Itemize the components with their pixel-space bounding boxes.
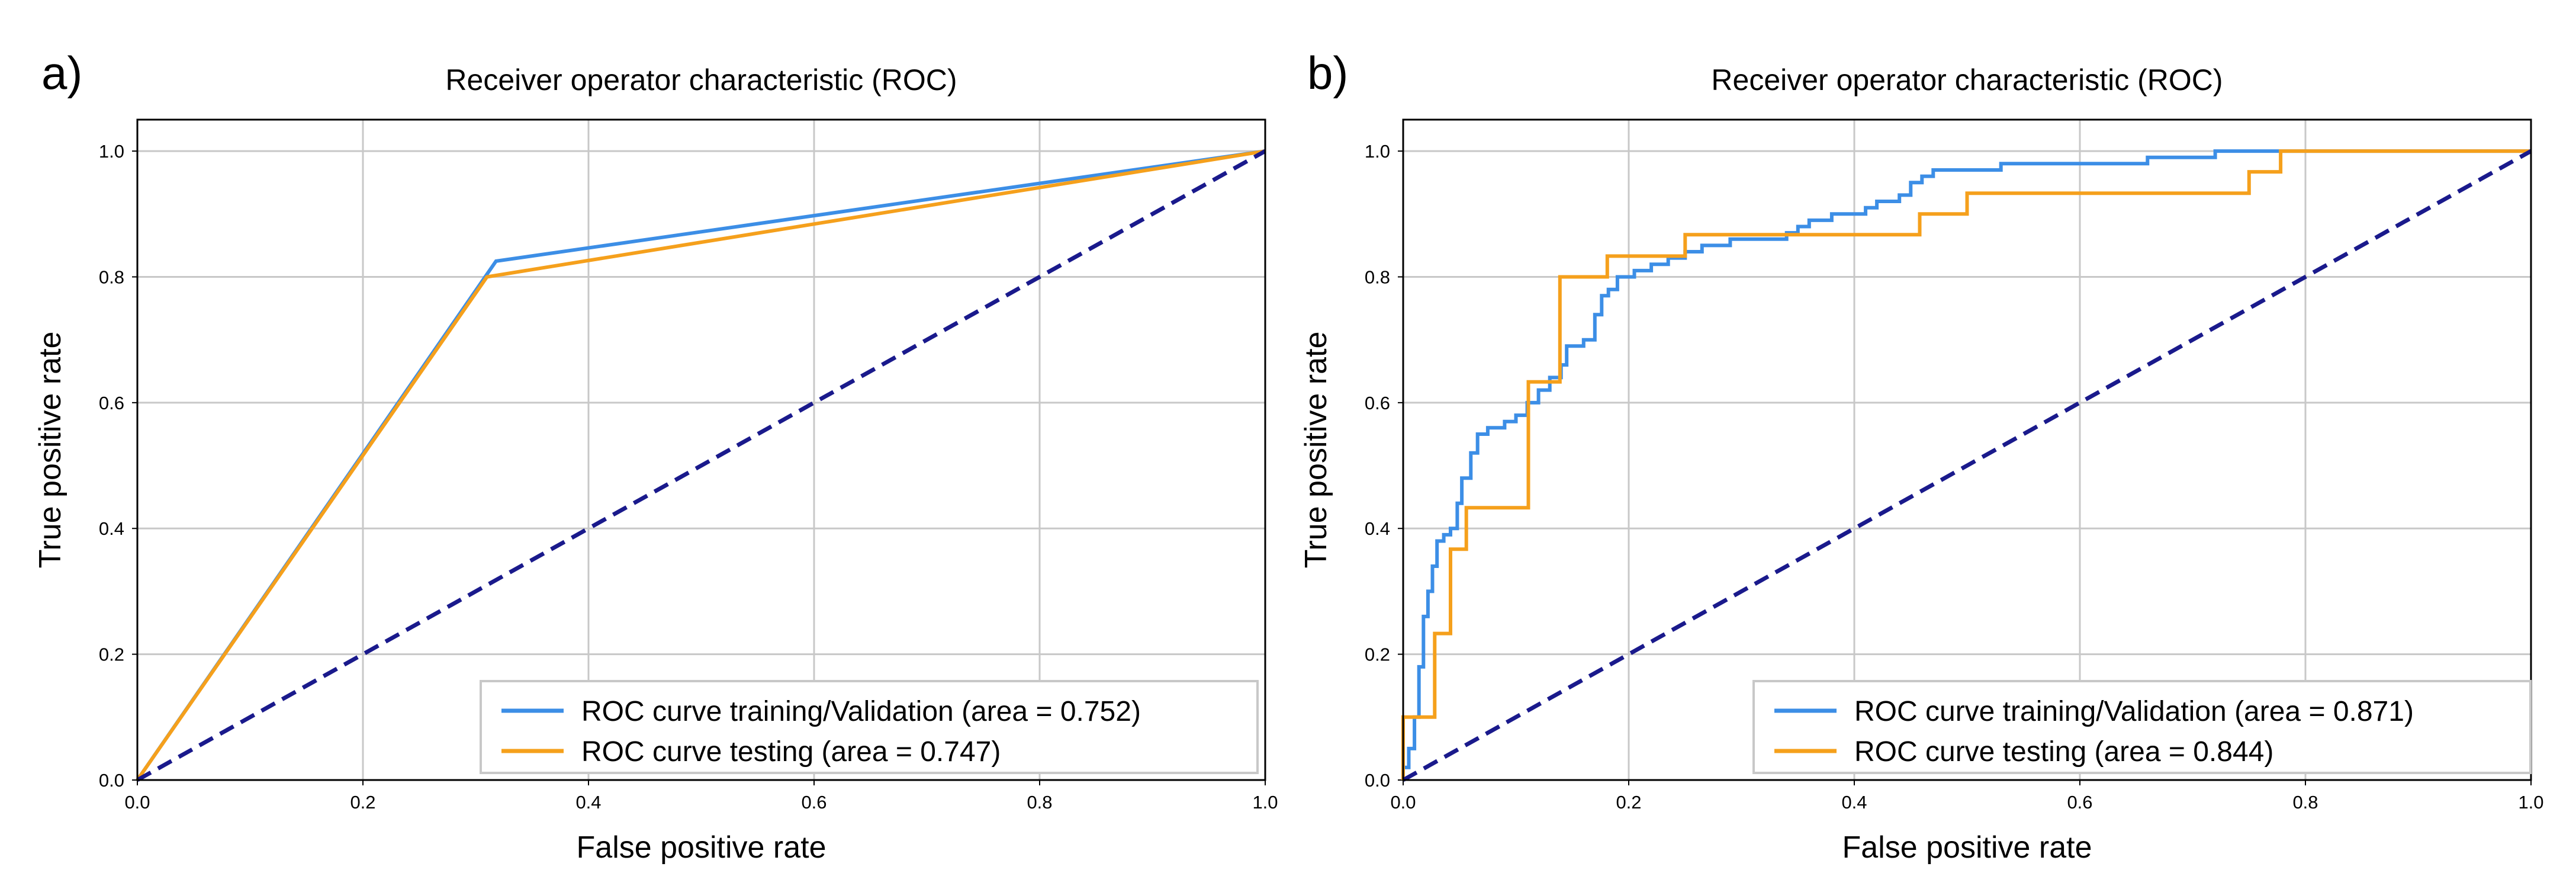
legend-box: [480, 680, 1259, 774]
x-tick-label: 1.0: [2518, 792, 2543, 813]
roc-curve-testing: [1401, 149, 2531, 780]
y-tick-label: 1.0: [1365, 141, 1390, 162]
y-tick-label: 0.2: [1365, 644, 1390, 665]
y-tick-label: 0.2: [99, 644, 124, 665]
x-tick-label: 0.4: [1841, 792, 1867, 813]
y-axis-label: True positive rate: [1299, 332, 1333, 569]
legend-entry-label: ROC curve testing (area = 0.844): [1854, 736, 2273, 768]
plot-frame: [136, 118, 1266, 781]
y-tick-label: 0.8: [1365, 267, 1390, 287]
x-tick-label: 0.4: [575, 792, 601, 813]
y-tick-label: 0.0: [1365, 770, 1390, 791]
x-tick-label: 0.8: [2292, 792, 2318, 813]
legend: ROC curve training/Validation (area = 0.…: [1752, 680, 2532, 774]
roc-curve-testing: [136, 149, 1266, 781]
y-tick-label: 0.4: [99, 518, 124, 539]
legend-box: [1752, 680, 2532, 774]
plot-frame: [1402, 118, 2532, 781]
x-tick-label: 0.6: [2067, 792, 2092, 813]
legend-entry-label: ROC curve training/Validation (area = 0.…: [581, 696, 1141, 727]
x-axis-label: False positive rate: [577, 830, 826, 865]
series-group: [1401, 149, 2532, 782]
chart-title: Receiver operator characteristic (ROC): [445, 63, 957, 97]
y-tick-label: 0.4: [1365, 518, 1390, 539]
y-tick-label: 0.0: [99, 770, 124, 791]
series-group: [136, 149, 1266, 782]
plot-area: [1403, 120, 2531, 780]
legend: ROC curve training/Validation (area = 0.…: [480, 680, 1259, 774]
x-axis-label: False positive rate: [1842, 830, 2092, 865]
legend-entry-label: ROC curve testing (area = 0.747): [581, 736, 1001, 768]
x-tick-label: 0.2: [350, 792, 375, 813]
panel-label: a): [41, 47, 82, 99]
x-tick-label: 0.0: [124, 792, 150, 813]
y-tick-label: 0.6: [99, 393, 124, 413]
x-tick-label: 0.6: [801, 792, 826, 813]
chart-title: Receiver operator characteristic (ROC): [1711, 63, 2223, 97]
panel-label: b): [1307, 47, 1348, 99]
y-tick-label: 1.0: [99, 141, 124, 162]
plot-area: [137, 120, 1265, 780]
chance-diagonal-line: [136, 149, 1266, 782]
y-tick-label: 0.6: [1365, 393, 1390, 413]
x-tick-label: 0.2: [1616, 792, 1641, 813]
panel-b: b) Receiver operator characteristic (ROC)…: [1299, 47, 2544, 865]
chance-diagonal-line: [1402, 149, 2532, 782]
panel-a: a) Receiver operator characteristic (ROC)…: [33, 47, 1278, 865]
legend-entry-label: ROC curve training/Validation (area = 0.…: [1854, 696, 2414, 727]
x-tick-label: 1.0: [1252, 792, 1278, 813]
x-tick-label: 0.0: [1390, 792, 1416, 813]
y-axis-label: True positive rate: [33, 332, 67, 569]
y-tick-label: 0.8: [99, 267, 124, 287]
roc-curve-training-validation: [1401, 149, 2531, 780]
x-tick-label: 0.8: [1027, 792, 1052, 813]
